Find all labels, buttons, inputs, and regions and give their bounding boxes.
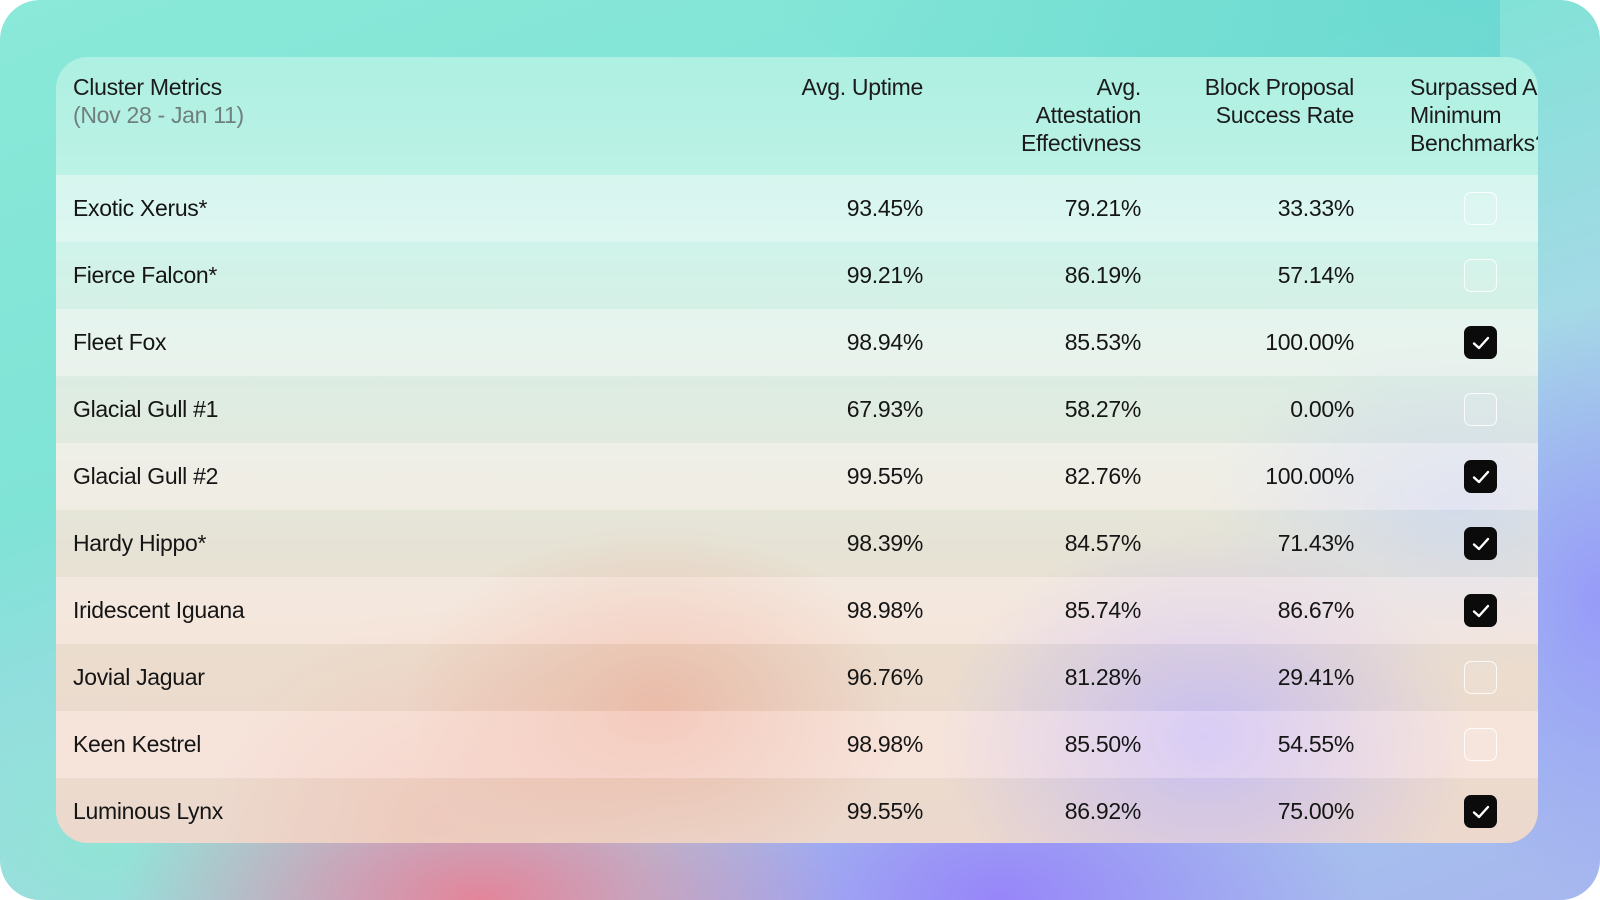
decorative-shape xyxy=(760,0,1500,60)
block-proposal-value: 100.00% xyxy=(1265,463,1354,489)
benchmark-checkbox[interactable] xyxy=(1464,527,1497,560)
attestation-value: 85.53% xyxy=(1064,329,1142,355)
header-avg-uptime: Avg. Uptime xyxy=(801,74,923,100)
avg-uptime-value: 99.55% xyxy=(846,798,924,824)
check-icon xyxy=(1472,470,1490,484)
table-row: Exotic Xerus* 93.45% 79.21% 33.33% xyxy=(56,175,1538,242)
block-proposal-value: 0.00% xyxy=(1290,396,1354,422)
cluster-name: Glacial Gull #2 xyxy=(73,463,219,489)
table-row: Fleet Fox 98.94% 85.53% 100.00% xyxy=(56,309,1538,376)
header-block-proposal: Block Proposal Success Rate xyxy=(1156,73,1355,129)
attestation-value: 82.76% xyxy=(1064,463,1142,489)
cluster-name: Hardy Hippo* xyxy=(73,530,207,556)
cluster-name: Jovial Jaguar xyxy=(73,664,205,690)
benchmark-checkbox[interactable] xyxy=(1464,728,1497,761)
table-row: Keen Kestrel 98.98% 85.50% 54.55% xyxy=(56,711,1538,778)
benchmark-checkbox[interactable] xyxy=(1464,192,1497,225)
table-row: Luminous Lynx 99.55% 86.92% 75.00% xyxy=(56,778,1538,843)
avg-uptime-value: 93.45% xyxy=(846,195,924,221)
avg-uptime-value: 99.55% xyxy=(846,463,924,489)
header-title: Cluster Metrics xyxy=(73,74,222,100)
header-benchmarks-line: Surpassed All xyxy=(1410,74,1538,100)
block-proposal-value: 29.41% xyxy=(1277,664,1355,690)
header-attestation: Avg. Attestation Effectivness xyxy=(936,73,1141,157)
block-proposal-value: 57.14% xyxy=(1277,262,1355,288)
attestation-value: 84.57% xyxy=(1064,530,1142,556)
block-proposal-value: 75.00% xyxy=(1277,798,1355,824)
check-icon xyxy=(1472,805,1490,819)
cluster-name: Exotic Xerus* xyxy=(73,195,208,221)
header-block-line: Block Proposal xyxy=(1204,74,1355,100)
cluster-name: Luminous Lynx xyxy=(73,798,223,824)
benchmark-checkbox[interactable] xyxy=(1464,326,1497,359)
block-proposal-value: 33.33% xyxy=(1277,195,1355,221)
table-header: Cluster Metrics (Nov 28 - Jan 11) Avg. U… xyxy=(56,57,1538,175)
avg-uptime-value: 99.21% xyxy=(846,262,924,288)
header-benchmarks-line: Minimum xyxy=(1410,102,1502,128)
header-cluster-metrics: Cluster Metrics (Nov 28 - Jan 11) xyxy=(73,73,373,129)
attestation-value: 86.19% xyxy=(1064,262,1142,288)
block-proposal-value: 100.00% xyxy=(1265,329,1354,355)
avg-uptime-value: 67.93% xyxy=(846,396,924,422)
header-attestation-line: Attestation xyxy=(1035,102,1142,128)
check-icon xyxy=(1472,336,1490,350)
benchmark-checkbox[interactable] xyxy=(1464,460,1497,493)
table-row: Hardy Hippo* 98.39% 84.57% 71.43% xyxy=(56,510,1538,577)
block-proposal-value: 86.67% xyxy=(1277,597,1355,623)
header-date-range: (Nov 28 - Jan 11) xyxy=(73,102,244,128)
attestation-value: 79.21% xyxy=(1064,195,1142,221)
avg-uptime-value: 98.94% xyxy=(846,329,924,355)
table-row: Iridescent Iguana 98.98% 85.74% 86.67% xyxy=(56,577,1538,644)
table-row: Jovial Jaguar 96.76% 81.28% 29.41% xyxy=(56,644,1538,711)
attestation-value: 85.50% xyxy=(1064,731,1142,757)
table-row: Glacial Gull #2 99.55% 82.76% 100.00% xyxy=(56,443,1538,510)
attestation-value: 58.27% xyxy=(1064,396,1142,422)
cluster-name: Iridescent Iguana xyxy=(73,597,245,623)
header-benchmarks: Surpassed All Minimum Benchmarks? xyxy=(1356,73,1538,157)
check-icon xyxy=(1472,604,1490,618)
benchmark-checkbox[interactable] xyxy=(1464,594,1497,627)
table-row: Glacial Gull #1 67.93% 58.27% 0.00% xyxy=(56,376,1538,443)
attestation-value: 81.28% xyxy=(1064,664,1142,690)
block-proposal-value: 71.43% xyxy=(1277,530,1355,556)
cluster-name: Fierce Falcon* xyxy=(73,262,218,288)
header-attestation-line: Avg. xyxy=(1096,74,1142,100)
benchmark-checkbox[interactable] xyxy=(1464,795,1497,828)
header-block-line: Success Rate xyxy=(1215,102,1355,128)
avg-uptime-value: 96.76% xyxy=(846,664,924,690)
avg-uptime-value: 98.98% xyxy=(846,731,924,757)
attestation-value: 85.74% xyxy=(1064,597,1142,623)
cluster-name: Fleet Fox xyxy=(73,329,167,355)
cluster-name: Glacial Gull #1 xyxy=(73,396,219,422)
check-icon xyxy=(1472,537,1490,551)
header-benchmarks-line: Benchmarks? xyxy=(1410,130,1538,156)
table-row: Fierce Falcon* 99.21% 86.19% 57.14% xyxy=(56,242,1538,309)
metrics-table-card: Cluster Metrics (Nov 28 - Jan 11) Avg. U… xyxy=(56,57,1538,843)
avg-uptime-value: 98.39% xyxy=(846,530,924,556)
header-attestation-line: Effectivness xyxy=(1021,130,1141,156)
avg-uptime-value: 98.98% xyxy=(846,597,924,623)
cluster-name: Keen Kestrel xyxy=(73,731,202,757)
attestation-value: 86.92% xyxy=(1064,798,1142,824)
block-proposal-value: 54.55% xyxy=(1277,731,1355,757)
benchmark-checkbox[interactable] xyxy=(1464,661,1497,694)
benchmark-checkbox[interactable] xyxy=(1464,259,1497,292)
benchmark-checkbox[interactable] xyxy=(1464,393,1497,426)
